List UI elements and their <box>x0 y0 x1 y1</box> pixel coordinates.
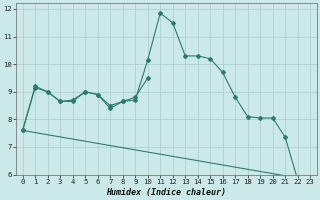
X-axis label: Humidex (Indice chaleur): Humidex (Indice chaleur) <box>107 188 227 197</box>
